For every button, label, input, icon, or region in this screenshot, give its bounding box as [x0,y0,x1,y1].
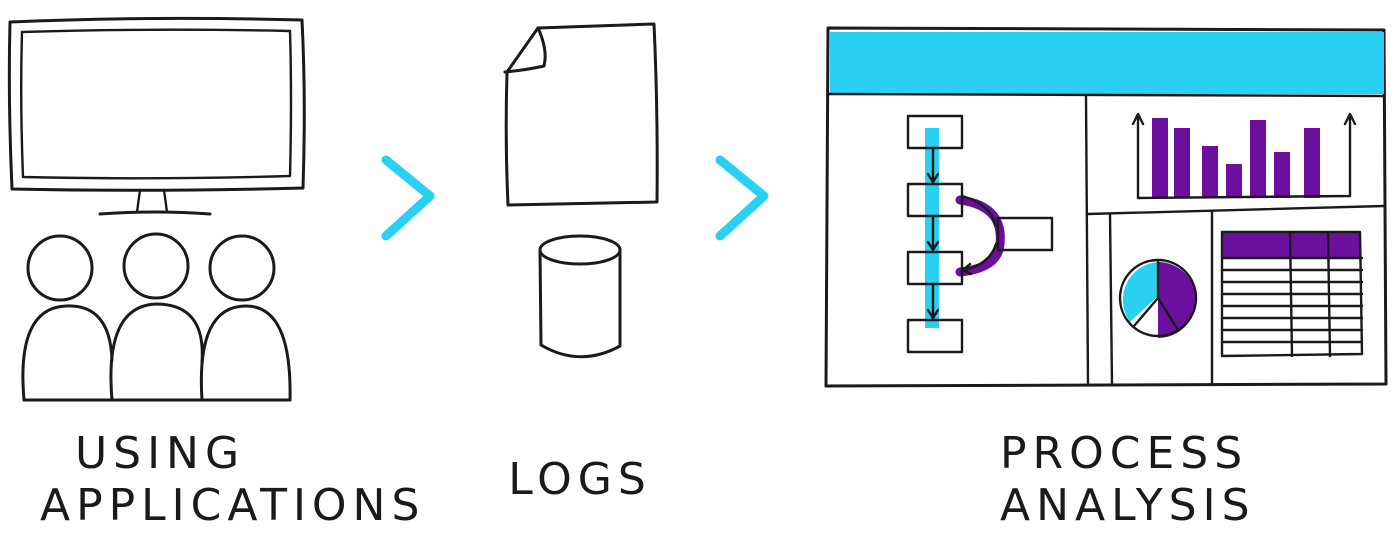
users-icon [21,232,292,402]
document-icon [503,22,659,207]
chevron-right-icon [381,155,435,241]
caption-process-analysis: PROCESS ANALYSIS [1000,428,1256,532]
log-file-and-database-icon [503,22,659,359]
process-analysis-dashboard-icon [824,26,1388,388]
table-icon [1220,230,1364,358]
caption-line: PROCESS [1000,428,1249,479]
caption-line: LOGS [508,454,652,505]
caption-logs: LOGS [500,454,660,506]
database-icon [538,234,622,359]
pie-chart-icon [1118,258,1198,338]
monitor-with-users-icon [7,16,306,402]
caption-line: USING [74,428,246,479]
caption-line: ANALYSIS [1000,480,1256,531]
bar-chart-icon [1131,112,1357,200]
chevron-right-icon [715,155,769,241]
caption-line: APPLICATIONS [40,480,426,531]
caption-using-applications: USING APPLICATIONS [40,428,426,532]
process-flow-chart [906,114,1054,354]
monitor-icon [7,16,306,216]
dashboard-header-bar [830,32,1384,94]
